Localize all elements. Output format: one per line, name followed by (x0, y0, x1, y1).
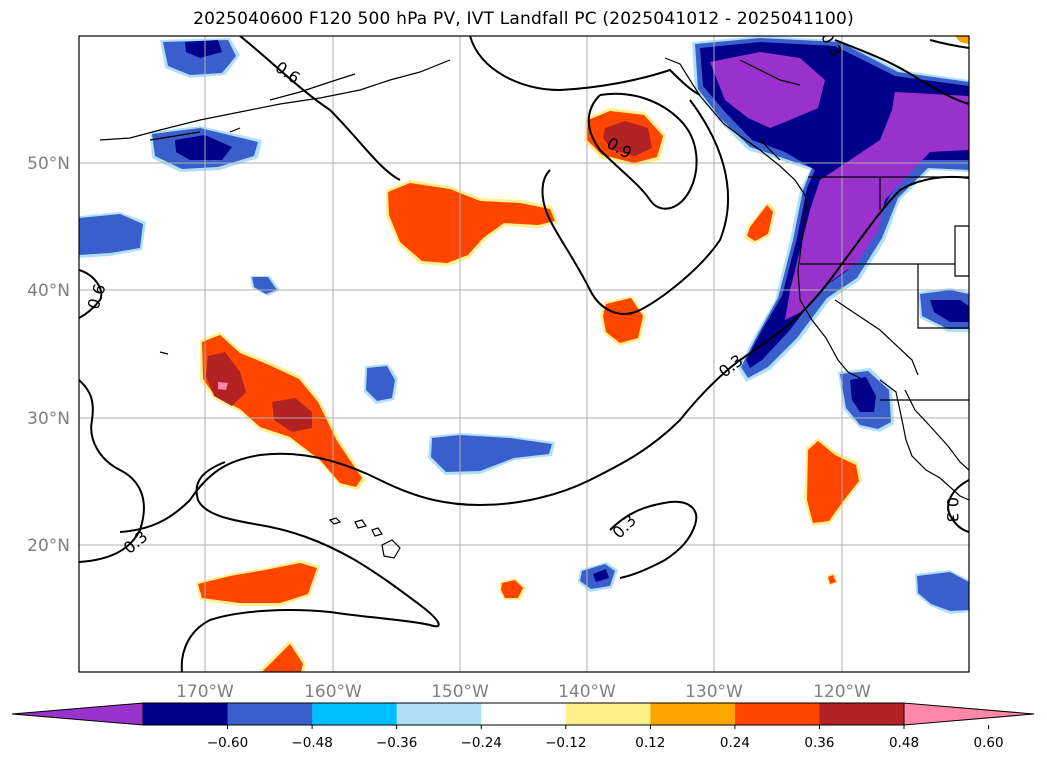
colorbar-segment (734, 703, 820, 725)
colorbar-tick-label: −0.12 (545, 735, 586, 751)
colorbar-segment (650, 703, 736, 725)
lat-label-50n: 50°N (27, 154, 70, 174)
lon-label-160w: 160°W (304, 682, 362, 702)
colorbar-segment (227, 703, 313, 725)
lon-label-150w: 150°W (431, 682, 489, 702)
positive-anomaly-regions (196, 36, 969, 672)
pv-contours (79, 36, 969, 672)
coastlines (99, 57, 969, 559)
latitude-axis: 50°N 40°N 30°N 20°N (27, 154, 70, 556)
lon-label-170w: 170°W (176, 682, 234, 702)
lat-label-30n: 30°N (27, 409, 70, 429)
lon-label-130w: 130°W (685, 682, 743, 702)
colorbar-tick-label: 0.60 (974, 735, 1004, 751)
colorbar-segment (143, 703, 229, 725)
colorbar-segment (312, 703, 398, 725)
colorbar-tick-label: 0.48 (889, 735, 919, 751)
colorbar-tick-label: 0.12 (635, 735, 665, 751)
colorbar-segment (481, 703, 567, 725)
lon-label-120w: 120°W (813, 682, 871, 702)
map-title: 2025040600 F120 500 hPa PV, IVT Landfall… (193, 9, 854, 29)
colorbar-segment (819, 703, 905, 725)
colorbar-tick-label: 0.24 (720, 735, 750, 751)
colorbar-segments (143, 703, 905, 725)
colorbar-segment (396, 703, 482, 725)
colorbar-tick-label: −0.48 (291, 735, 332, 751)
lat-label-20n: 20°N (27, 536, 70, 556)
colorbar-min-extension (11, 702, 144, 726)
map-frame (78, 35, 970, 673)
lat-label-40n: 40°N (27, 281, 70, 301)
colorbar-segment (565, 703, 651, 725)
colorbar-ticks: −0.60 −0.48 −0.36 −0.24 −0.12 0.12 0.24 0.36 0.4… (207, 725, 1004, 751)
negative-anomaly-regions (79, 36, 969, 614)
longitude-axis: 170°W 160°W 150°W 140°W 130°W 120°W (176, 682, 871, 702)
lon-label-140w: 140°W (558, 682, 616, 702)
colorbar-max-extension (903, 702, 1035, 726)
colorbar: −0.60 −0.48 −0.36 −0.24 −0.12 0.12 0.24 0.36 0.4… (11, 702, 1035, 751)
contour-label: 0.3 (943, 497, 962, 522)
colorbar-tick-label: −0.60 (207, 735, 248, 751)
graticule (79, 36, 969, 672)
colorbar-frame (142, 702, 905, 726)
colorbar-tick-label: −0.24 (461, 735, 502, 751)
colorbar-tick-label: −0.36 (376, 735, 417, 751)
colorbar-tick-label: 0.36 (804, 735, 834, 751)
